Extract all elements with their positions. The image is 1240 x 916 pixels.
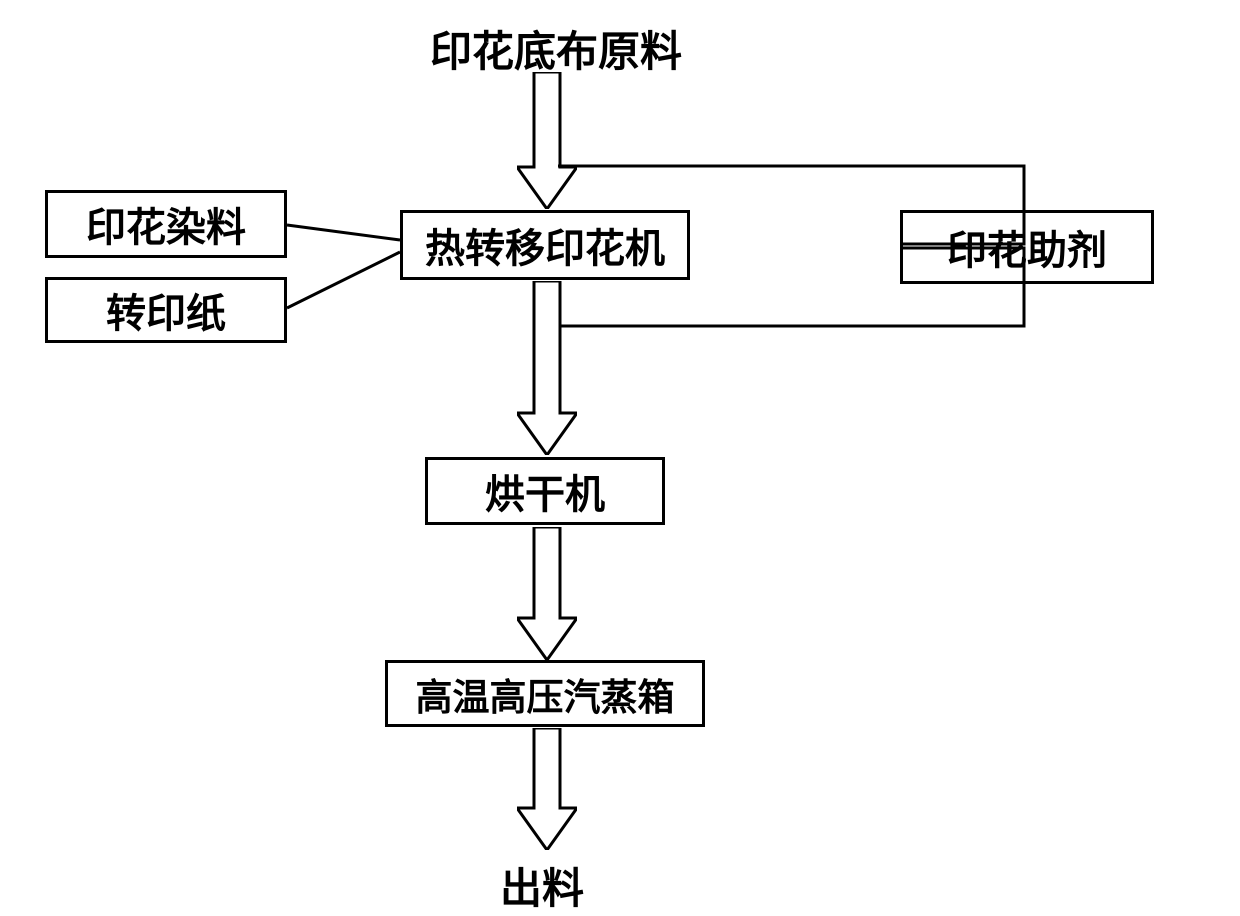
steamer-label: 高温高压汽蒸箱 xyxy=(416,667,675,721)
dryer-box: 烘干机 xyxy=(425,457,665,525)
dryer-label: 烘干机 xyxy=(485,462,605,520)
connector-aux-lower xyxy=(0,0,1240,912)
arrow-dryer-to-steamer xyxy=(517,527,577,660)
steamer-box: 高温高压汽蒸箱 xyxy=(385,660,705,727)
output-label: 出料 xyxy=(500,855,584,916)
arrow-heat-to-dryer xyxy=(517,281,577,455)
arrow-steamer-to-output xyxy=(517,728,577,850)
